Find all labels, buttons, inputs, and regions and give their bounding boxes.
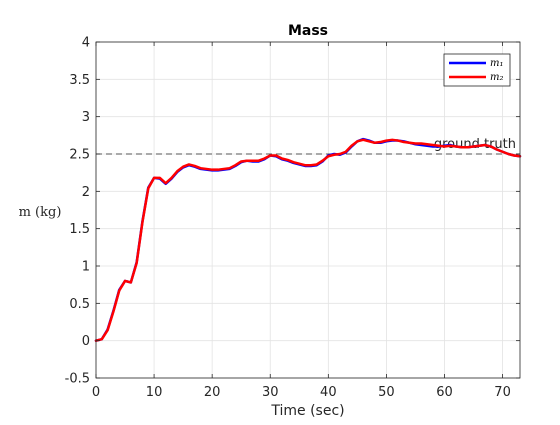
y-tick-label: 4 bbox=[82, 36, 90, 51]
x-tick-label: 40 bbox=[320, 385, 337, 400]
x-axis-label: Time (sec) bbox=[270, 403, 344, 419]
series-line-m2 bbox=[94, 138, 522, 342]
x-tick-label: 30 bbox=[262, 385, 279, 400]
legend-label-m2: m₂ bbox=[490, 72, 504, 83]
y-tick-label: 3 bbox=[82, 110, 90, 125]
ticks: 0 10 20 30 40 50 60 70-0.500.511.522.533.54 bbox=[65, 36, 520, 400]
y-tick-label: 0.5 bbox=[69, 297, 90, 312]
legend: m₁ m₂ bbox=[443, 53, 511, 87]
chart-title: Mass bbox=[288, 23, 328, 39]
legend-box bbox=[443, 53, 511, 87]
plot-area bbox=[96, 42, 520, 378]
x-tick-label: 0 bbox=[92, 385, 100, 400]
x-tick-label: 70 bbox=[494, 385, 511, 400]
y-tick-label: 3.5 bbox=[69, 73, 90, 88]
plot-frame bbox=[95, 41, 521, 379]
series-layer bbox=[94, 137, 522, 342]
x-tick-label: 20 bbox=[204, 385, 221, 400]
y-tick-label: 0 bbox=[82, 334, 90, 349]
y-tick-label: 2 bbox=[82, 185, 90, 200]
y-tick-label: 2.5 bbox=[69, 148, 90, 163]
y-axis-label: m (kg) bbox=[19, 205, 62, 220]
x-tick-label: 10 bbox=[146, 385, 163, 400]
y-tick-label: 1 bbox=[82, 260, 90, 275]
y-tick-label: -0.5 bbox=[65, 372, 90, 387]
legend-label-m1: m₁ bbox=[490, 58, 504, 69]
x-tick-label: 50 bbox=[378, 385, 395, 400]
y-tick-label: 1.5 bbox=[69, 222, 90, 237]
x-tick-label: 60 bbox=[436, 385, 453, 400]
